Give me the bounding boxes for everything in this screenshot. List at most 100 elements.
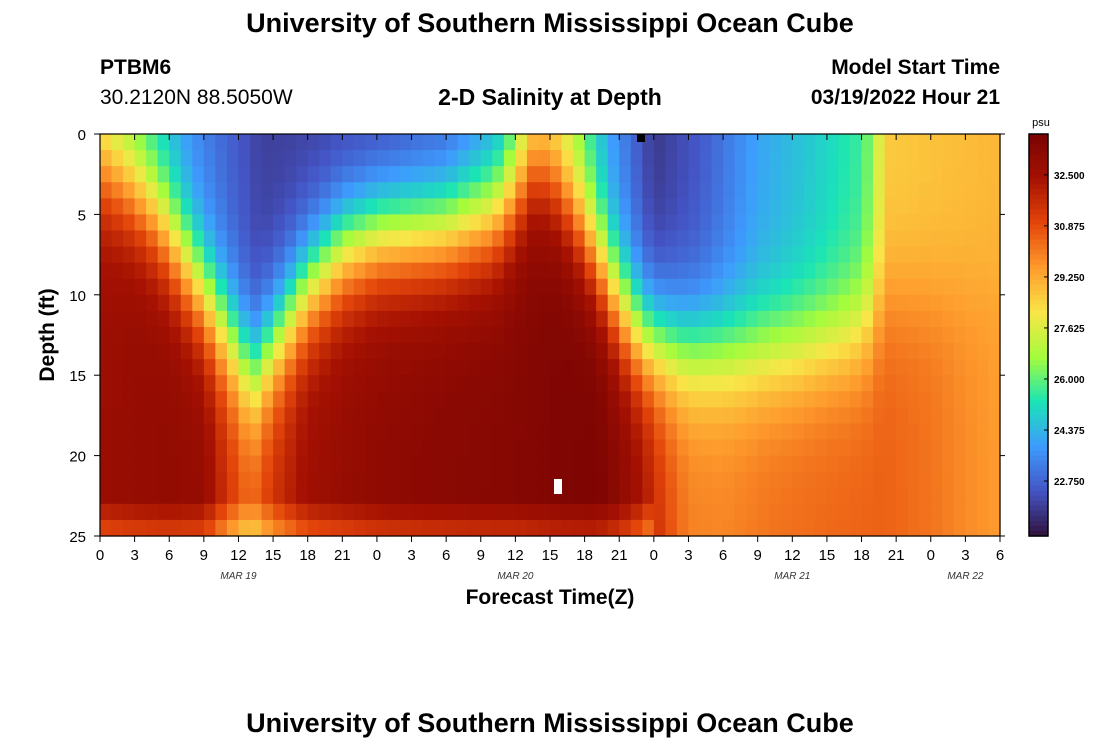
heatmap-cell: [607, 471, 620, 489]
heatmap-cell: [423, 423, 436, 441]
heatmap-cell: [284, 134, 297, 151]
x-axis-day-labels: MAR 19 MAR 20 MAR 21 MAR 22: [220, 571, 983, 582]
heatmap-cell: [942, 182, 955, 199]
heatmap-cell: [700, 166, 713, 183]
heatmap-cell: [769, 230, 782, 248]
heatmap-cell: [584, 375, 597, 392]
heatmap-cell: [711, 230, 724, 248]
heatmap-cell: [850, 198, 863, 215]
heatmap-cell: [203, 182, 216, 199]
heatmap-cell: [365, 391, 378, 408]
heatmap-cell: [457, 503, 470, 521]
heatmap-cell: [873, 455, 886, 473]
heatmap-cell: [538, 294, 551, 312]
heatmap-cell: [307, 262, 320, 280]
heatmap-cell: [873, 278, 886, 296]
heatmap-cell: [757, 182, 770, 199]
x-tick-label: 15: [542, 547, 559, 564]
heatmap-cell: [630, 214, 643, 232]
heatmap-cell: [861, 134, 874, 151]
chart-title: 2-D Salinity at Depth: [438, 84, 662, 110]
heatmap-cell: [376, 471, 390, 489]
heatmap-cell: [746, 359, 759, 376]
heatmap-cell: [457, 407, 470, 425]
heatmap-cell: [907, 310, 920, 328]
heatmap-cell: [226, 375, 240, 392]
heatmap-cell: [642, 134, 655, 151]
heatmap-cell: [688, 214, 701, 232]
heatmap-cell: [423, 166, 436, 183]
heatmap-cell: [365, 439, 378, 457]
heatmap-cell: [226, 519, 240, 537]
heatmap-cell: [573, 487, 586, 505]
heatmap-cell: [642, 407, 655, 425]
heatmap-cell: [942, 407, 955, 425]
heatmap-cell: [353, 198, 366, 215]
heatmap-cell: [192, 343, 205, 360]
heatmap-cell: [157, 230, 170, 248]
heatmap-cell: [319, 310, 332, 328]
heatmap-cell: [953, 375, 966, 392]
heatmap-cell: [826, 503, 840, 521]
heatmap-cell: [896, 166, 909, 183]
heatmap-cell: [526, 150, 540, 167]
heatmap-cell: [676, 375, 690, 392]
heatmap-cell: [676, 326, 690, 344]
heatmap-cell: [584, 391, 597, 408]
heatmap-cell: [573, 439, 586, 457]
heatmap-cell: [226, 310, 240, 328]
heatmap-cell: [134, 150, 147, 167]
heatmap-cell: [850, 134, 863, 151]
heatmap-cell: [803, 326, 816, 344]
heatmap-cell: [907, 343, 920, 360]
heatmap-cell: [100, 391, 113, 408]
heatmap-cell: [215, 310, 228, 328]
heatmap-cell: [792, 150, 805, 167]
heatmap-cell: [769, 503, 782, 521]
heatmap-cell: [838, 503, 851, 521]
heatmap-cell: [815, 230, 828, 248]
heatmap-cell: [411, 278, 424, 296]
heatmap-cell: [976, 423, 990, 441]
heatmap-cell: [584, 182, 597, 199]
heatmap-cell: [746, 262, 759, 280]
heatmap-cell: [815, 407, 828, 425]
heatmap-cell: [550, 423, 563, 441]
heatmap-cell: [423, 278, 436, 296]
heatmap-cell: [180, 391, 193, 408]
heatmap-cell: [838, 391, 851, 408]
heatmap-cell: [515, 134, 528, 151]
heatmap-cell: [434, 359, 447, 376]
heatmap-cell: [261, 182, 274, 199]
heatmap-cell: [388, 134, 401, 151]
heatmap-cell: [757, 519, 770, 537]
colorbar-swatch: [1029, 530, 1048, 537]
heatmap-cell: [238, 214, 251, 232]
heatmap-cell: [550, 375, 563, 392]
colorbar-swatch: [1029, 360, 1048, 366]
heatmap-cell: [561, 198, 574, 215]
surface-marker: [637, 134, 645, 142]
heatmap-cell: [469, 262, 482, 280]
heatmap-cell: [907, 375, 920, 392]
heatmap-cell: [953, 455, 966, 473]
heatmap-cell: [734, 198, 747, 215]
heatmap-cell: [953, 391, 966, 408]
x-tick-label: 12: [230, 547, 247, 564]
heatmap-cell: [192, 359, 205, 376]
heatmap-cell: [700, 343, 713, 360]
heatmap-cell: [307, 407, 320, 425]
heatmap-cell: [330, 198, 343, 215]
heatmap-cell: [157, 455, 170, 473]
heatmap-cell: [515, 182, 528, 199]
heatmap-cell: [930, 246, 943, 264]
heatmap-cell: [838, 134, 851, 151]
heatmap-cell: [676, 198, 690, 215]
heatmap-cell: [873, 262, 886, 280]
heatmap-cell: [723, 407, 736, 425]
heatmap-cell: [630, 166, 643, 183]
heatmap-cell: [526, 487, 540, 505]
heatmap-cell: [100, 150, 113, 167]
heatmap-cell: [446, 246, 459, 264]
x-tick-label: 3: [961, 547, 969, 564]
